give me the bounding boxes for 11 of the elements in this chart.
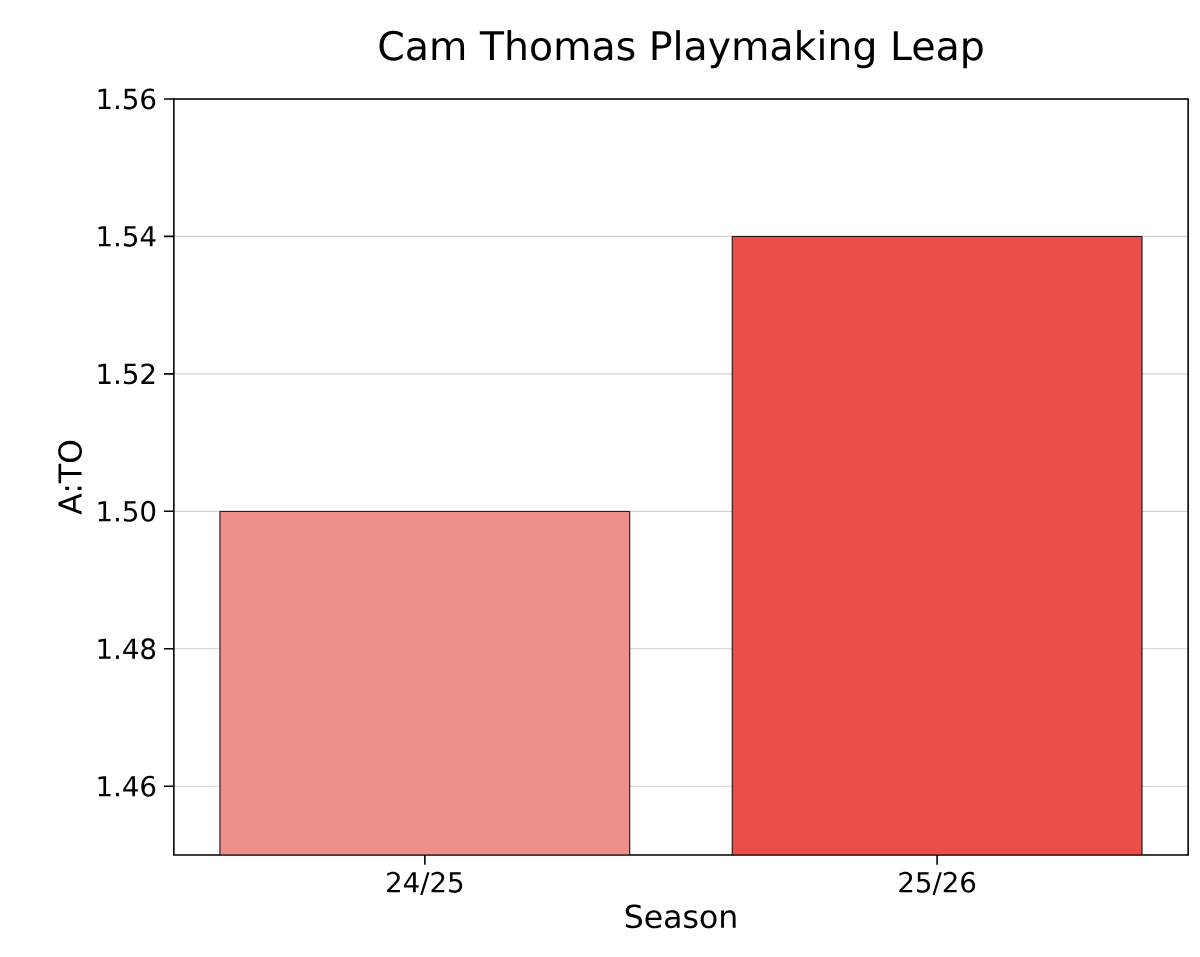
chart-title: Cam Thomas Playmaking Leap [379,30,983,69]
y-tick-label: 1.54 [98,226,156,247]
y-tick-label: 1.50 [98,500,156,522]
x-tick-label: 25/26 [899,871,976,895]
y-tick-label: 1.46 [98,775,156,797]
y-tick-label: 1.56 [98,88,156,110]
x-axis-title: Season [625,904,736,929]
y-axis-title: A:TO [58,440,82,515]
x-tick-label: 24/25 [387,871,463,895]
y-tick-label: 1.48 [98,638,156,660]
y-tick-label: 1.52 [98,363,155,385]
